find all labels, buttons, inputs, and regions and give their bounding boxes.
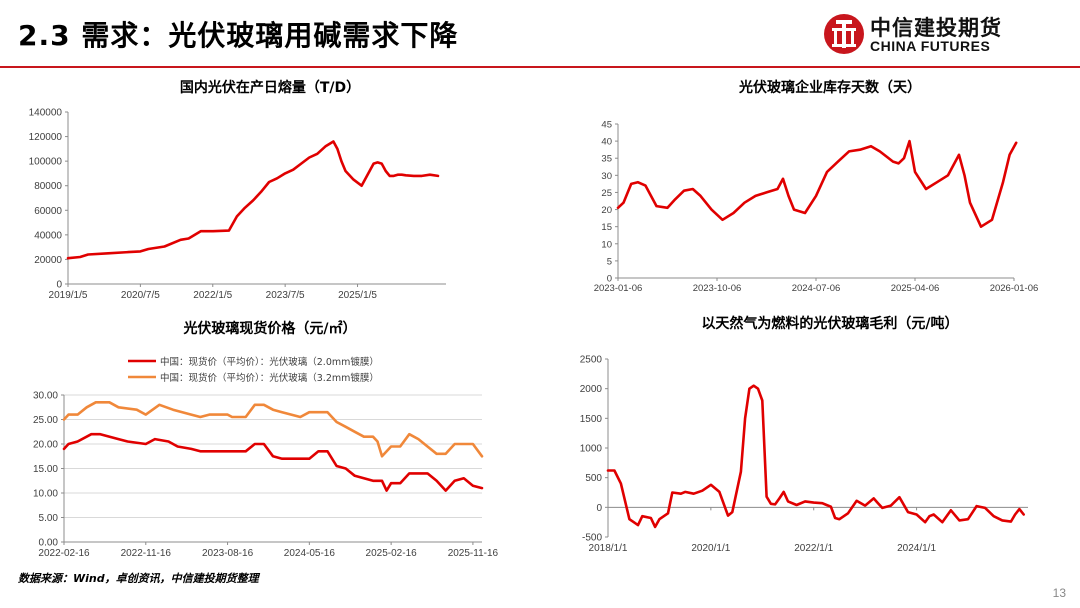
x-tick-label: 2025-11-16 — [448, 548, 499, 559]
y-tick-label: 20 — [601, 205, 612, 216]
y-tick-label: 10 — [601, 239, 612, 250]
x-tick-label: 2022/1/1 — [794, 543, 833, 554]
y-tick-label: 5.00 — [39, 513, 59, 524]
chart-margin-title: 以天然气为燃料的光伏玻璃毛利（元/吨） — [701, 316, 959, 332]
series-line-melt-0 — [66, 140, 440, 260]
series-line-margin-0 — [606, 384, 1026, 529]
chart-inventory-title: 光伏玻璃企业库存天数（天） — [739, 80, 921, 96]
logo-name-en: CHINA FUTURES — [870, 38, 991, 54]
y-tick-label: 30 — [601, 171, 612, 182]
logo-name-cn: 中信建投期货 — [870, 16, 1002, 40]
x-tick-label: 2023/7/5 — [266, 290, 305, 301]
y-tick-label: 40 — [601, 137, 612, 148]
y-tick-label: 20.00 — [33, 440, 58, 451]
y-tick-label: 15.00 — [33, 464, 58, 475]
x-tick-label: 2023-01-06 — [594, 283, 643, 294]
title-rule — [0, 66, 1080, 68]
series-line-inventory-0 — [616, 139, 1018, 228]
x-tick-label: 2019/1/5 — [49, 290, 88, 301]
y-tick-label: 100000 — [29, 157, 63, 168]
x-tick-label: 2025-02-16 — [366, 548, 418, 559]
data-source-note: 数据来源：Wind，卓创资讯，中信建投期货整理 — [18, 572, 259, 585]
y-tick-label: 0 — [56, 280, 62, 291]
y-tick-label: 15 — [601, 222, 612, 233]
x-tick-label: 2024-07-06 — [792, 283, 841, 294]
chart-inventory: 0 5 10 15 20 25 30 35 40 45 2023-01-06 2023-10-06 20… — [594, 120, 1039, 295]
x-tick-label: 2025-04-06 — [891, 283, 940, 294]
citic-logo-icon — [824, 14, 864, 54]
x-tick-label: 2022-02-16 — [38, 548, 90, 559]
x-tick-label: 2020/1/1 — [691, 543, 730, 554]
y-tick-label: 30.00 — [33, 391, 58, 402]
y-tick-label: 60000 — [34, 206, 62, 217]
y-tick-label: 40000 — [34, 230, 62, 241]
y-tick-label: 10.00 — [33, 489, 58, 500]
x-tick-label: 2026-01-06 — [990, 283, 1039, 294]
chart-melt: 0 20000 40000 60000 80000 100000 120000 140000 2… — [29, 108, 446, 301]
x-tick-label: 2022/1/5 — [193, 290, 232, 301]
y-tick-label: 5 — [607, 256, 612, 267]
x-tick-label: 2024/1/1 — [897, 543, 936, 554]
x-tick-label: 2022-11-16 — [121, 548, 172, 559]
y-tick-label: 20000 — [34, 255, 62, 266]
page-number: 13 — [1052, 586, 1066, 600]
y-tick-label: 1000 — [580, 444, 603, 455]
series-line-price-0 — [62, 432, 484, 492]
series-line-price-1 — [62, 400, 484, 458]
y-tick-label: 25.00 — [33, 415, 58, 426]
y-tick-label: 80000 — [34, 181, 62, 192]
x-tick-label: 2023-08-16 — [202, 548, 254, 559]
y-tick-label: 0 — [607, 274, 612, 285]
y-tick-label: 35 — [601, 154, 612, 165]
y-tick-label: 2000 — [580, 384, 603, 395]
x-tick-label: 2025/1/5 — [338, 290, 377, 301]
company-logo: 中信建投期货 CHINA FUTURES — [822, 10, 1022, 60]
legend-label: 中国：现货价（平均价）：光伏玻璃（3.2mm镀膜） — [160, 372, 379, 384]
y-tick-label: 2500 — [580, 355, 603, 366]
y-tick-label: 0 — [596, 503, 602, 514]
y-tick-label: -500 — [582, 533, 602, 544]
y-tick-label: 120000 — [29, 132, 63, 143]
chart-price: 0.00 5.00 10.00 15.00 20.00 25.00 30.00 2022-02… — [33, 356, 499, 559]
x-tick-label: 2024-05-16 — [284, 548, 336, 559]
x-tick-label: 2020/7/5 — [121, 290, 160, 301]
y-tick-label: 140000 — [29, 108, 63, 119]
legend-label: 中国：现货价（平均价）：光伏玻璃（2.0mm镀膜） — [160, 356, 379, 368]
y-tick-label: 45 — [601, 120, 612, 131]
x-tick-label: 2023-10-06 — [693, 283, 742, 294]
y-tick-label: 0.00 — [39, 538, 59, 549]
y-tick-label: 500 — [585, 473, 602, 484]
chart-price-title: 光伏玻璃现货价格（元/㎡） — [183, 321, 357, 337]
x-tick-label: 2018/1/1 — [589, 543, 628, 554]
chart-margin: -500 0 500 1000 1500 2000 2500 2018/1/1 2020/1/1… — [580, 355, 1028, 554]
slide-title: 2.3 需求：光伏玻璃用碱需求下降 — [18, 19, 459, 52]
y-tick-label: 25 — [601, 188, 612, 199]
y-tick-label: 1500 — [580, 414, 603, 425]
chart-melt-title: 国内光伏在产日熔量（T/D） — [179, 80, 361, 96]
